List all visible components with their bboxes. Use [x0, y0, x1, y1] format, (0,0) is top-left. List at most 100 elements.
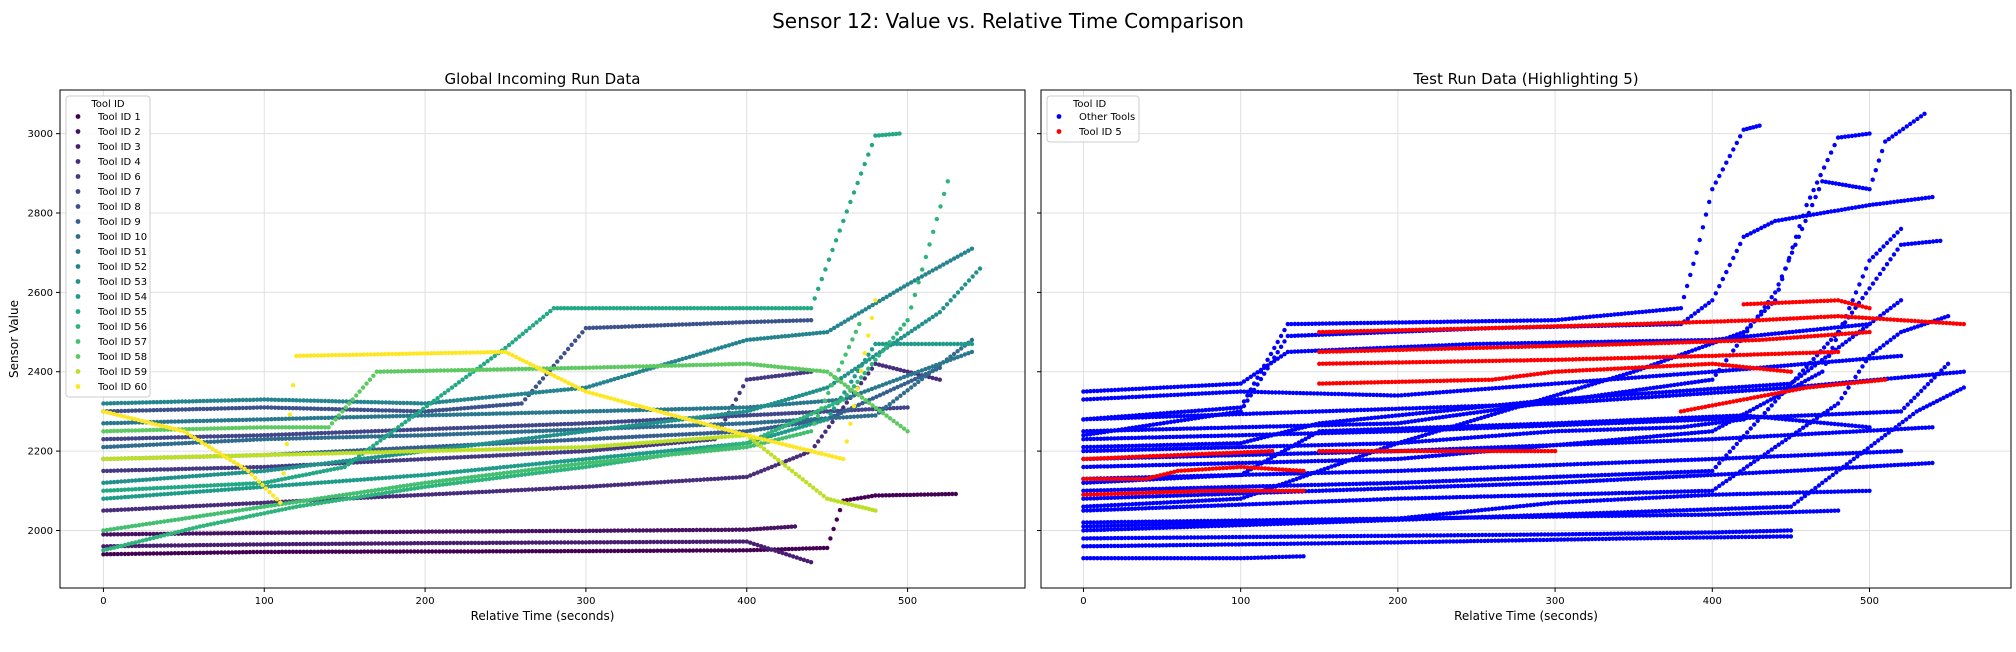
data-point — [815, 488, 819, 492]
data-point — [930, 369, 934, 373]
data-point — [737, 391, 741, 395]
data-point — [826, 391, 830, 395]
data-point — [537, 380, 541, 384]
data-point — [859, 369, 863, 373]
data-point — [566, 347, 570, 351]
data-point — [855, 386, 859, 390]
data-point — [920, 377, 924, 381]
data-point — [524, 329, 528, 333]
data-point — [354, 393, 358, 397]
legend-marker — [76, 129, 81, 134]
data-point — [852, 404, 856, 408]
figure-suptitle: Sensor 12: Value vs. Relative Time Compa… — [772, 9, 1244, 33]
data-point — [808, 483, 812, 487]
data-point — [347, 401, 351, 405]
x-tick-label: 300 — [576, 596, 595, 607]
data-point — [364, 381, 368, 385]
data-point — [368, 378, 372, 382]
data-point — [368, 446, 372, 450]
data-point — [285, 442, 289, 446]
data-point — [956, 290, 960, 294]
data-point — [794, 472, 798, 476]
data-point — [959, 346, 963, 350]
data-point — [353, 457, 357, 461]
data-point — [816, 287, 820, 291]
data-point — [514, 337, 518, 341]
legend-marker — [76, 324, 81, 329]
data-point — [927, 371, 931, 375]
data-point — [820, 277, 824, 281]
x-tick-label: 200 — [416, 596, 435, 607]
data-point — [881, 411, 885, 415]
data-point — [527, 326, 531, 330]
data-point — [827, 425, 831, 429]
data-point — [818, 491, 822, 495]
data-point — [346, 462, 350, 466]
legend-label: Tool ID 8 — [97, 202, 141, 213]
data-point — [902, 427, 906, 431]
data-point — [521, 332, 525, 336]
data-point — [816, 439, 820, 443]
data-point — [855, 181, 859, 185]
data-point — [955, 349, 959, 353]
data-point — [873, 298, 877, 302]
data-point — [250, 472, 254, 476]
legend-marker — [76, 384, 81, 389]
legend-label: Tool ID 57 — [97, 337, 147, 348]
data-point — [970, 342, 974, 346]
data-point — [836, 377, 840, 381]
data-point — [843, 383, 847, 387]
data-point — [281, 471, 285, 475]
data-point — [1301, 554, 1305, 558]
data-point — [278, 501, 282, 505]
data-point — [963, 282, 967, 286]
data-point — [400, 422, 404, 426]
data-point — [866, 152, 870, 156]
data-point — [916, 380, 920, 384]
data-point — [759, 444, 763, 448]
data-point — [385, 433, 389, 437]
data-point — [260, 483, 264, 487]
data-point — [905, 405, 909, 409]
data-point — [460, 378, 464, 382]
data-point — [393, 428, 397, 432]
data-point — [902, 322, 906, 326]
data-point — [942, 192, 946, 196]
data-point — [916, 324, 920, 328]
data-point — [913, 293, 917, 297]
data-point — [938, 204, 942, 208]
data-point — [970, 247, 974, 251]
legend-marker — [76, 249, 81, 254]
data-point — [867, 401, 871, 405]
data-point — [870, 347, 874, 351]
y-tick-label: 3000 — [28, 129, 53, 140]
legend-label: Tool ID 52 — [97, 262, 147, 273]
data-point — [952, 352, 956, 356]
data-point — [741, 384, 745, 388]
data-point — [839, 380, 843, 384]
data-point — [418, 409, 422, 413]
data-point — [931, 230, 935, 234]
data-point — [534, 385, 538, 389]
data-point — [577, 334, 581, 338]
data-point — [580, 330, 584, 334]
data-point — [825, 546, 829, 550]
data-point — [246, 469, 250, 473]
data-point — [949, 298, 953, 302]
data-point — [895, 396, 899, 400]
legend-marker — [76, 234, 81, 239]
data-point — [855, 380, 859, 384]
data-point — [970, 338, 974, 342]
data-point — [545, 312, 549, 316]
data-point — [573, 339, 577, 343]
legend-marker — [76, 279, 81, 284]
legend-marker — [76, 204, 81, 209]
data-point — [870, 143, 874, 147]
data-point — [847, 345, 851, 349]
data-point — [866, 367, 870, 371]
data-point — [820, 434, 824, 438]
data-point — [863, 162, 867, 166]
data-point — [946, 179, 950, 183]
